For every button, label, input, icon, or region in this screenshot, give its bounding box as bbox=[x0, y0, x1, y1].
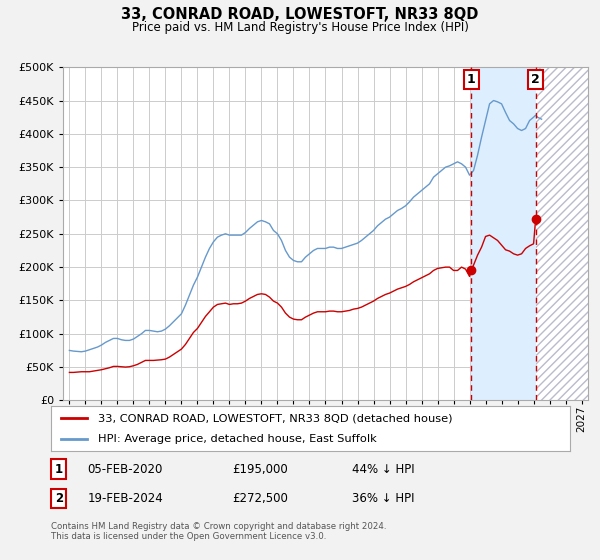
Text: 2: 2 bbox=[55, 492, 63, 505]
Text: Price paid vs. HM Land Registry's House Price Index (HPI): Price paid vs. HM Land Registry's House … bbox=[131, 21, 469, 34]
Text: 44% ↓ HPI: 44% ↓ HPI bbox=[352, 463, 415, 475]
Text: 36% ↓ HPI: 36% ↓ HPI bbox=[352, 492, 415, 505]
Text: 1: 1 bbox=[467, 73, 476, 86]
Text: 33, CONRAD ROAD, LOWESTOFT, NR33 8QD (detached house): 33, CONRAD ROAD, LOWESTOFT, NR33 8QD (de… bbox=[98, 413, 452, 423]
Text: 33, CONRAD ROAD, LOWESTOFT, NR33 8QD: 33, CONRAD ROAD, LOWESTOFT, NR33 8QD bbox=[121, 7, 479, 22]
Text: 19-FEB-2024: 19-FEB-2024 bbox=[88, 492, 163, 505]
Text: 05-FEB-2020: 05-FEB-2020 bbox=[88, 463, 163, 475]
Text: HPI: Average price, detached house, East Suffolk: HPI: Average price, detached house, East… bbox=[98, 433, 376, 444]
Text: £272,500: £272,500 bbox=[233, 492, 289, 505]
Bar bbox=[536, 67, 588, 400]
Text: Contains HM Land Registry data © Crown copyright and database right 2024.
This d: Contains HM Land Registry data © Crown c… bbox=[51, 522, 386, 542]
Text: £195,000: £195,000 bbox=[233, 463, 289, 475]
Text: 1: 1 bbox=[55, 463, 63, 475]
Text: 2: 2 bbox=[531, 73, 540, 86]
Bar bbox=[471, 67, 536, 400]
